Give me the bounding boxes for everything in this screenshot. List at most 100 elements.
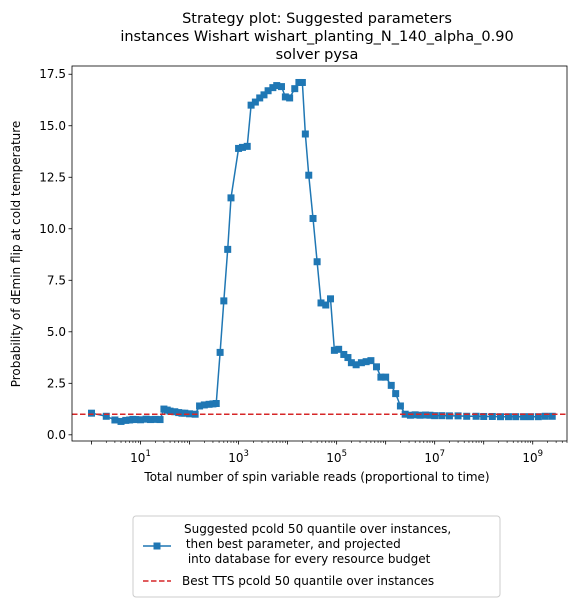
x-tick-label: 109: [522, 449, 543, 465]
suggested-series-point: [438, 412, 446, 420]
y-tick-label: 2.5: [47, 376, 66, 390]
suggested-series-point: [335, 345, 343, 353]
suggested-series-point: [392, 390, 400, 398]
suggested-series-point: [347, 359, 355, 367]
legend: Suggested pcold 50 quantile over instanc…: [132, 515, 501, 598]
suggested-series-point: [426, 411, 434, 419]
suggested-series-point: [88, 409, 96, 417]
y-tick-label: 7.5: [47, 273, 66, 287]
x-tick-exponent: 1: [145, 449, 150, 459]
y-tick-label: 15.0: [39, 119, 66, 133]
x-tick-exponent: 7: [440, 449, 445, 459]
x-tick-exponent: 3: [244, 449, 249, 459]
suggested-series-point: [309, 214, 317, 222]
suggested-series-point: [396, 402, 404, 410]
suggested-series-point: [269, 84, 277, 92]
suggested-series-point: [243, 142, 251, 150]
suggested-series-point: [344, 354, 352, 362]
suggested-series-point: [488, 412, 496, 420]
suggested-series-point: [171, 408, 179, 416]
suggested-series-point: [534, 413, 542, 421]
x-tick-base: 10: [424, 451, 439, 465]
suggested-series-point: [235, 144, 243, 152]
suggested-series-point: [367, 357, 375, 365]
suggested-series-point: [102, 412, 110, 420]
suggested-series-point: [273, 82, 281, 90]
suggested-series-point: [298, 78, 306, 86]
suggested-series-point: [357, 359, 365, 367]
x-tick-label: 103: [228, 449, 249, 465]
suggested-series-point: [416, 411, 424, 419]
suggested-series-point: [224, 245, 232, 253]
suggested-series-point: [372, 363, 380, 371]
suggested-series-line: [91, 81, 553, 423]
x-tick-label: 105: [326, 449, 347, 465]
suggested-series-point: [327, 295, 335, 303]
suggested-series-point: [122, 416, 130, 424]
suggested-series-point: [330, 346, 338, 354]
suggested-series-point: [137, 416, 145, 424]
suggested-series-point: [196, 402, 204, 410]
suggested-series-point: [520, 413, 528, 421]
suggested-series-point: [286, 94, 294, 102]
suggested-series-point: [186, 410, 194, 418]
legend-label-suggested: Suggested pcold 50 quantile over instanc…: [182, 522, 451, 566]
suggested-series-point: [422, 411, 430, 419]
legend-swatch-suggested-marker: [153, 542, 161, 550]
x-tick-label: 107: [424, 449, 445, 465]
suggested-series-point: [151, 415, 159, 423]
suggested-series-point: [251, 98, 259, 106]
y-axis-label: Probability of dEmin flip at cold temper…: [9, 121, 23, 388]
suggested-series-point: [497, 413, 504, 421]
suggested-series-point: [387, 381, 395, 389]
axes-frame: [71, 65, 568, 442]
suggested-series-point: [480, 412, 488, 420]
suggested-series-point: [291, 85, 299, 93]
y-tick-label: 0.0: [47, 428, 66, 442]
suggested-series-point: [445, 412, 453, 420]
y-tick-label: 10.0: [39, 222, 66, 236]
suggested-series-point: [301, 130, 309, 138]
legend-label-line: then best parameter, and projected: [182, 537, 401, 551]
suggested-series-point: [305, 171, 313, 179]
x-tick-base: 10: [326, 451, 341, 465]
chart-title-line-1: Strategy plot: Suggested parameters: [182, 11, 452, 27]
suggested-series-point: [313, 258, 321, 266]
suggested-series-point: [220, 297, 228, 305]
legend-frame: [132, 515, 501, 598]
x-tick-exponent: 9: [538, 449, 543, 459]
suggested-series-point: [256, 94, 264, 102]
x-tick-base: 10: [228, 451, 243, 465]
suggested-series-point: [212, 400, 220, 407]
suggested-series-point: [216, 348, 224, 356]
suggested-series-point: [147, 416, 155, 424]
legend-label-line: Suggested pcold 50 quantile over instanc…: [184, 522, 451, 536]
suggested-series-point: [277, 83, 285, 91]
suggested-series-point: [377, 373, 385, 381]
x-tick-base: 10: [522, 451, 537, 465]
x-tick-label: 101: [130, 449, 151, 465]
suggested-series-point: [340, 350, 348, 358]
suggested-series-point: [200, 401, 208, 409]
suggested-series-point: [264, 87, 272, 95]
suggested-series-point: [548, 412, 556, 420]
suggested-series-point: [382, 373, 390, 381]
suggested-series-point: [281, 93, 289, 101]
legend-label-best-tts: Best TTS pcold 50 quantile over instance…: [182, 574, 434, 588]
suggested-series-point: [472, 412, 480, 420]
suggested-series-point: [322, 301, 330, 309]
suggested-series-point: [431, 412, 439, 420]
suggested-series-point: [406, 411, 414, 419]
x-tick-base: 10: [130, 451, 145, 465]
suggested-series-point: [142, 415, 150, 423]
suggested-series-point: [411, 411, 419, 419]
suggested-series-point: [541, 412, 549, 420]
suggested-series-point: [205, 400, 213, 408]
suggested-series-point: [317, 299, 325, 307]
chart-title-line-2: instances Wishart wishart_planting_N_140…: [120, 29, 513, 45]
suggested-series-point: [463, 412, 471, 420]
suggested-series-point: [227, 194, 235, 202]
y-tick-label: 5.0: [47, 325, 66, 339]
